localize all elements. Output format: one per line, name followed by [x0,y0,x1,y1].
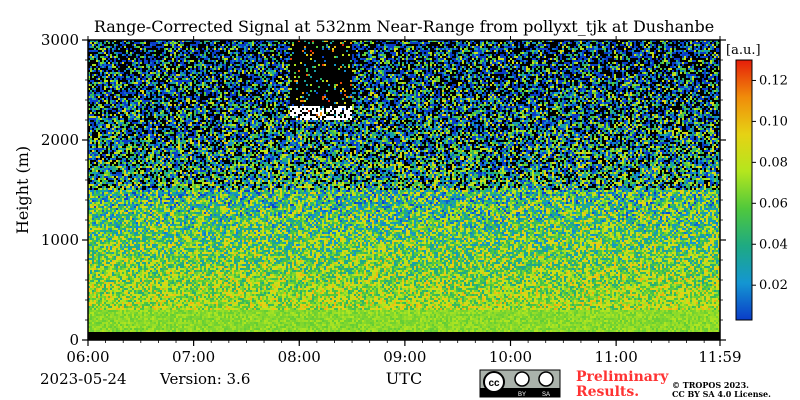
x-tick-label: 06:00 [66,348,109,366]
chart-title: Range-Corrected Signal at 532nm Near-Ran… [94,17,714,36]
x-tick-label: 09:00 [383,348,426,366]
y-tick-label: 0 [69,331,79,349]
colorbar: [a.u.] 0.02 0.04 0.06 0.08 0.10 0.12 [726,43,788,321]
y-axis: 0 1000 2000 3000 [41,31,726,349]
plot-frame [87,39,721,341]
y-axis-label: Height (m) [13,146,32,234]
license-badge[interactable]: cc BY SA [479,369,561,398]
x-tick-label: 07:00 [172,348,215,366]
x-axis: 06:00 07:00 08:00 09:00 10:00 11:00 11:59 [66,36,742,366]
svg-text:SA: SA [542,392,550,398]
colorbar-tick-label: 0.10 [759,114,788,129]
svg-text:BY: BY [518,392,526,398]
signal-heatmap [88,40,720,340]
svg-text:cc: cc [488,378,500,389]
colorbar-unit: [a.u.] [726,43,761,58]
colorbar-tick-label: 0.08 [759,155,788,170]
y-tick-label: 1000 [41,231,79,249]
x-tick-label: 11:59 [698,348,741,366]
colorbar-tick-label: 0.02 [759,278,788,293]
x-tick-label: 10:00 [489,348,532,366]
x-tick-label: 11:00 [595,348,638,366]
preliminary-line2: Results. [576,384,639,400]
y-tick-label: 2000 [41,131,79,149]
colorbar-tick-label: 0.04 [759,237,788,252]
colorbar-gradient [735,59,753,321]
by-icon [514,371,530,387]
x-axis-label: UTC [386,369,422,388]
copyright-line2: CC BY SA 4.0 License. [672,389,771,399]
cc-icon [483,371,505,393]
footer-version: Version: 3.6 [159,370,250,388]
copyright-line1: © TROPOS 2023. [672,380,749,390]
colorbar-tick-label: 0.06 [759,196,788,211]
preliminary-line1: Preliminary [576,369,669,385]
x-tick-label: 08:00 [278,348,321,366]
colorbar-tick-label: 0.12 [759,73,788,88]
footer-date: 2023-05-24 [40,370,126,388]
colorbar-ticks: 0.02 0.04 0.06 0.08 0.10 0.12 [752,73,788,293]
plot-area [87,39,721,341]
sa-icon [538,371,554,387]
y-tick-label: 3000 [41,31,79,49]
